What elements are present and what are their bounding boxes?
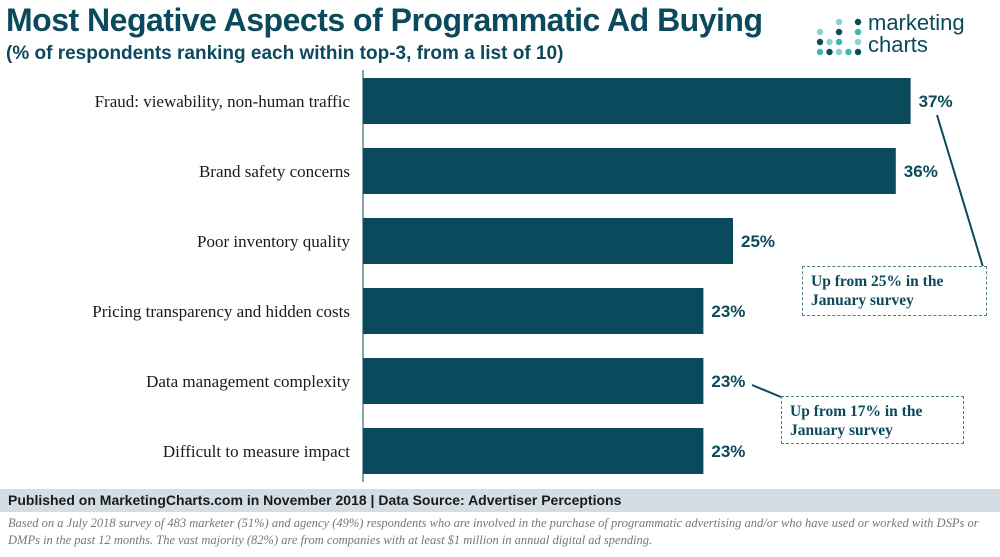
bar-0: [363, 78, 911, 124]
category-label-2: Poor inventory quality: [197, 232, 350, 251]
logo-dot: [816, 48, 824, 56]
category-label-1: Brand safety concerns: [199, 162, 350, 181]
annotation-fraud-line1: Up from 25% in the: [811, 273, 944, 290]
chart-subtitle: (% of respondents ranking each within to…: [6, 43, 564, 64]
logo-dot: [835, 18, 843, 26]
logo-dot: [854, 38, 862, 46]
marketingcharts-logo: marketing charts: [816, 10, 996, 58]
bar-5: [363, 428, 704, 474]
logo-dot: [835, 38, 843, 46]
bar-1: [363, 148, 896, 194]
chart-title: Most Negative Aspects of Programmatic Ad…: [6, 2, 763, 38]
value-label-2: 25%: [741, 232, 775, 251]
logo-dot: [854, 48, 862, 56]
footer-bar: Published on MarketingCharts.com in Nove…: [0, 489, 1000, 512]
bar-3: [363, 288, 704, 334]
bar-2: [363, 218, 733, 264]
logo-text-line2: charts: [868, 32, 928, 57]
bar-chart: Fraud: viewability, non-human traffic 37%…: [92, 70, 984, 482]
logo-dot: [816, 38, 824, 46]
methodology-note: Based on a July 2018 survey of 483 marke…: [8, 516, 979, 547]
annotation-fraud-line2: January survey: [811, 292, 914, 309]
annotation-fraud-connector: [936, 114, 984, 268]
annotation-data-management-connector: [751, 384, 782, 398]
logo-dot: [835, 48, 843, 56]
logo-dot: [826, 38, 833, 46]
logo-dot: [826, 48, 833, 56]
value-label-5: 23%: [711, 442, 745, 461]
logo-dot: [845, 48, 852, 56]
annotation-fraud: Up from 25% in the January survey: [802, 266, 987, 316]
value-label-0: 37%: [919, 92, 953, 111]
logo-dot: [854, 18, 862, 26]
category-label-0: Fraud: viewability, non-human traffic: [95, 92, 351, 111]
logo-dot: [854, 28, 862, 36]
annotation-data-management-line1: Up from 17% in the: [790, 403, 923, 420]
logo-dot: [835, 28, 843, 36]
category-label-4: Data management complexity: [146, 372, 350, 391]
annotation-data-management: Up from 17% in the January survey: [781, 396, 964, 444]
published-source: Published on MarketingCharts.com in Nove…: [8, 492, 622, 508]
logo-dot: [816, 28, 824, 36]
category-label-5: Difficult to measure impact: [163, 442, 350, 461]
value-label-1: 36%: [904, 162, 938, 181]
category-label-3: Pricing transparency and hidden costs: [92, 302, 350, 321]
value-label-4: 23%: [711, 372, 745, 391]
bar-4: [363, 358, 704, 404]
logo-text-line1: marketing: [868, 10, 965, 35]
annotation-data-management-line2: January survey: [790, 422, 893, 439]
value-label-3: 23%: [711, 302, 745, 321]
logo-text: marketing charts: [868, 12, 965, 56]
dot-grid-logo-icon: [816, 18, 862, 56]
